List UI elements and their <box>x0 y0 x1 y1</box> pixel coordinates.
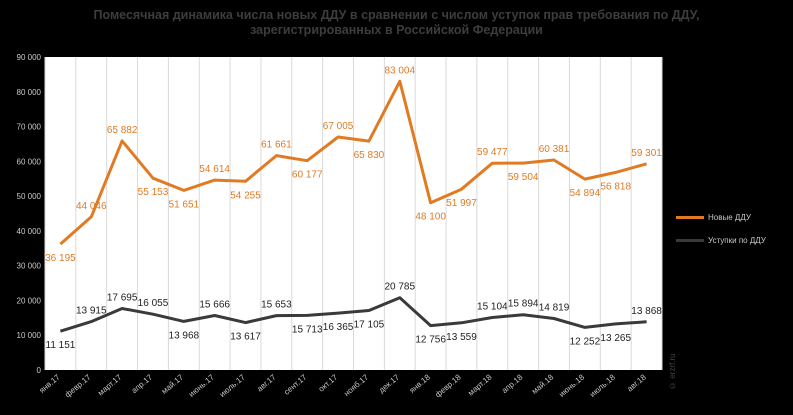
data-label-assignment: 15 894 <box>508 299 539 310</box>
data-label-assignment: 13 868 <box>631 306 662 317</box>
y-tick-label: 30 000 <box>17 262 42 271</box>
x-tick-label: апр.18 <box>500 372 525 395</box>
x-tick-label: июнь.18 <box>557 372 586 399</box>
legend-item-assignment: Уступки по ДДУ <box>676 233 793 247</box>
data-label-assignment: 13 915 <box>76 306 107 317</box>
chart-legend: Новые ДДУ Уступки по ДДУ <box>676 210 793 256</box>
data-label-new: 60 177 <box>292 170 323 181</box>
x-tick-label: апр.17 <box>130 372 155 395</box>
data-label-assignment: 12 252 <box>570 336 601 347</box>
data-label-assignment: 14 819 <box>539 302 570 313</box>
data-label-assignment: 15 666 <box>199 300 230 311</box>
y-tick-label: 60 000 <box>17 157 42 166</box>
data-label-assignment: 13 265 <box>600 333 631 344</box>
data-label-new: 54 894 <box>570 188 601 199</box>
data-label-new: 59 301 <box>631 148 662 159</box>
data-label-new: 54 255 <box>230 190 261 201</box>
data-label-new: 55 153 <box>138 187 169 198</box>
legend-swatch-assignment <box>676 238 704 242</box>
data-label-assignment: 11 151 <box>46 340 76 351</box>
x-tick-label: окт.17 <box>317 372 340 393</box>
data-label-new: 59 477 <box>477 147 508 158</box>
data-label-new: 51 997 <box>446 198 477 209</box>
y-tick-label: 90 000 <box>17 53 42 62</box>
x-tick-label: янв.18 <box>408 372 433 395</box>
y-tick-label: 20 000 <box>17 296 42 305</box>
x-tick-label: нояб.17 <box>342 372 370 398</box>
data-label-new: 36 195 <box>45 253 76 264</box>
chart-title-line2: зарегистрированных в Российской Федераци… <box>250 23 543 37</box>
chart-title: Помесячная динамика числа новых ДДУ в ср… <box>0 8 793 38</box>
y-tick-label: 0 <box>37 366 42 375</box>
x-tick-label: июль.18 <box>588 372 617 399</box>
source-watermark: © erzrf.ru <box>668 353 677 390</box>
y-tick-label: 80 000 <box>17 88 42 97</box>
x-tick-label: февр.18 <box>433 372 463 399</box>
x-tick-label: март.18 <box>466 372 494 397</box>
data-label-assignment: 16 365 <box>323 322 354 333</box>
legend-swatch-new <box>676 215 704 219</box>
data-label-assignment: 13 968 <box>169 330 200 341</box>
x-tick-label: дек.17 <box>377 372 401 395</box>
data-label-new: 54 614 <box>199 164 230 175</box>
x-tick-label: май.18 <box>530 372 556 396</box>
x-tick-label: авг.17 <box>255 372 278 393</box>
data-label-assignment: 20 785 <box>384 282 415 293</box>
data-label-assignment: 13 617 <box>230 332 261 343</box>
data-label-new: 83 004 <box>384 65 415 76</box>
x-tick-label: авг.18 <box>625 372 648 393</box>
data-label-assignment: 12 756 <box>415 335 446 346</box>
data-label-new: 56 818 <box>600 181 631 192</box>
data-label-assignment: 15 713 <box>292 324 323 335</box>
data-label-assignment: 17 105 <box>354 320 385 331</box>
y-tick-label: 40 000 <box>17 227 42 236</box>
x-tick-label: июнь.17 <box>187 372 216 399</box>
data-label-new: 48 100 <box>415 212 446 223</box>
y-tick-label: 70 000 <box>17 123 42 132</box>
data-label-assignment: 13 559 <box>446 332 477 343</box>
legend-item-new: Новые ДДУ <box>676 210 793 224</box>
chart-title-line1: Помесячная динамика числа новых ДДУ в ср… <box>93 8 700 22</box>
legend-label-new: Новые ДДУ <box>708 212 751 222</box>
y-tick-label: 50 000 <box>17 192 42 201</box>
legend-label-assignment: Уступки по ДДУ <box>708 235 766 245</box>
data-label-assignment: 16 055 <box>138 298 169 309</box>
x-tick-label: март.17 <box>96 372 124 397</box>
data-label-new: 67 005 <box>323 121 354 132</box>
data-label-assignment: 17 695 <box>107 292 138 303</box>
y-tick-label: 10 000 <box>17 331 42 340</box>
series-line-new <box>59 79 648 246</box>
data-label-new: 60 381 <box>539 144 570 155</box>
data-label-new: 51 651 <box>169 199 200 210</box>
data-label-new: 59 504 <box>508 172 539 183</box>
data-label-assignment: 15 104 <box>477 301 508 312</box>
x-tick-label: февр.17 <box>63 372 93 399</box>
x-tick-label: июль.17 <box>218 372 247 399</box>
series-line-assignment <box>59 296 647 333</box>
data-label-new: 65 830 <box>354 150 385 161</box>
x-tick-label: сент.17 <box>282 372 309 396</box>
data-label-new: 61 661 <box>261 140 292 151</box>
x-tick-label: янв.17 <box>37 372 62 395</box>
data-label-new: 44 046 <box>76 201 107 212</box>
data-label-new: 65 882 <box>107 125 138 136</box>
x-tick-label: май.17 <box>160 372 186 396</box>
data-label-assignment: 15 653 <box>261 300 292 311</box>
